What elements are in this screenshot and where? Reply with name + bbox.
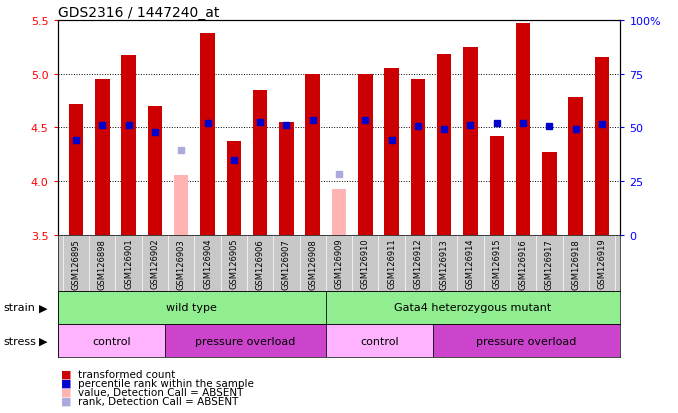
Bar	[490, 137, 504, 235]
Bar	[358, 74, 372, 235]
Bar	[58, 324, 165, 357]
Text: GSM126903: GSM126903	[177, 238, 186, 289]
Bar	[384, 69, 399, 235]
Bar	[325, 291, 620, 324]
Text: control: control	[92, 336, 131, 346]
Text: GSM126911: GSM126911	[387, 238, 396, 289]
Text: transformed count: transformed count	[78, 369, 175, 379]
Text: stress: stress	[3, 336, 36, 346]
Text: percentile rank within the sample: percentile rank within the sample	[78, 378, 254, 388]
Text: strain: strain	[3, 303, 35, 313]
Text: GSM126917: GSM126917	[545, 238, 554, 289]
Text: GDS2316 / 1447240_at: GDS2316 / 1447240_at	[58, 6, 219, 20]
Bar	[95, 80, 110, 235]
Text: GSM126914: GSM126914	[466, 238, 475, 289]
Text: GSM126915: GSM126915	[492, 238, 501, 289]
Text: GSM126904: GSM126904	[203, 238, 212, 289]
Text: ■: ■	[61, 387, 71, 397]
Text: ▶: ▶	[39, 336, 48, 346]
Bar	[437, 55, 452, 235]
Text: value, Detection Call = ABSENT: value, Detection Call = ABSENT	[78, 387, 243, 397]
Text: pressure overload: pressure overload	[195, 336, 296, 346]
Bar	[411, 80, 425, 235]
Text: GSM126895: GSM126895	[72, 238, 81, 289]
Text: GSM126910: GSM126910	[361, 238, 370, 289]
Text: wild type: wild type	[166, 303, 217, 313]
Text: GSM126906: GSM126906	[256, 238, 264, 289]
Text: GSM126905: GSM126905	[229, 238, 238, 289]
Bar	[165, 324, 325, 357]
Bar	[253, 90, 267, 235]
Bar	[463, 47, 478, 235]
Bar	[568, 98, 583, 235]
Bar	[332, 189, 346, 235]
Bar	[121, 56, 136, 235]
Bar	[595, 58, 610, 235]
Text: GSM126912: GSM126912	[414, 238, 422, 289]
Text: rank, Detection Call = ABSENT: rank, Detection Call = ABSENT	[78, 396, 239, 406]
Text: GSM126913: GSM126913	[440, 238, 449, 289]
Bar	[279, 123, 294, 235]
Text: GSM126919: GSM126919	[597, 238, 606, 289]
Text: GSM126898: GSM126898	[98, 238, 107, 289]
Text: GSM126908: GSM126908	[308, 238, 317, 289]
Text: GSM126902: GSM126902	[151, 238, 159, 289]
Text: GSM126901: GSM126901	[124, 238, 133, 289]
Text: Gata4 heterozygous mutant: Gata4 heterozygous mutant	[395, 303, 552, 313]
Bar	[306, 74, 320, 235]
Text: GSM126916: GSM126916	[519, 238, 527, 289]
Bar	[148, 107, 162, 235]
Bar	[516, 24, 530, 235]
Text: GSM126918: GSM126918	[571, 238, 580, 289]
Text: GSM126907: GSM126907	[282, 238, 291, 289]
Text: ■: ■	[61, 378, 71, 388]
Text: GSM126909: GSM126909	[334, 238, 344, 289]
Bar	[542, 153, 557, 235]
Bar	[226, 142, 241, 235]
Text: pressure overload: pressure overload	[477, 336, 577, 346]
Bar	[174, 175, 188, 235]
Text: ■: ■	[61, 396, 71, 406]
Text: control: control	[360, 336, 399, 346]
Bar	[200, 33, 215, 235]
Text: ■: ■	[61, 369, 71, 379]
Bar	[68, 104, 83, 235]
Bar	[325, 324, 433, 357]
Bar	[58, 291, 325, 324]
Bar	[433, 324, 620, 357]
Text: ▶: ▶	[39, 303, 48, 313]
